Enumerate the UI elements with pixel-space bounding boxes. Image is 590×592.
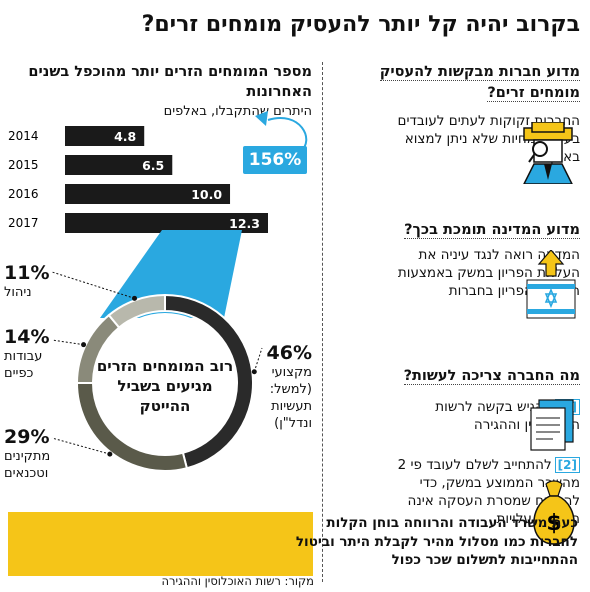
section2-text: המדינה רואה לנגד עיניה את העלאת הפריון ב… [397, 247, 580, 299]
bar-2014 [65, 126, 145, 146]
slice-pct-technicians: 29% [4, 426, 50, 448]
bar-value-2017: 12.3 [229, 216, 260, 231]
leader-3 [51, 271, 135, 299]
slice-pct-management: 11% [4, 262, 50, 284]
slice-label-professional: 46% מקצועי (למשל: תעשיות ונדל"ן) [250, 342, 312, 432]
bar-value-2015: 6.5 [142, 158, 164, 173]
leader-dot-2 [81, 342, 87, 348]
section3-heading: מה החברה צריכה לעשות? [330, 366, 580, 387]
slice-name-management: ניהול [4, 285, 32, 300]
section3-heading-text: מה החברה צריכה לעשות? [403, 368, 580, 385]
step2-number: [2] [554, 457, 580, 473]
page-title: בקרוב יהיה קל יותר להעסיק מומחים זרים? [141, 12, 580, 37]
bar-2015 [65, 155, 173, 175]
slice-label-manual: 14% עבודות כפיים [4, 326, 60, 382]
bar-2017 [65, 213, 268, 233]
bar-chart: 2014 4.8 2015 6.5 2016 10.0 2017 12.3 [8, 126, 268, 233]
bar-year-2015: 2015 [8, 158, 39, 172]
slice-label-technicians: 29% מתקינים וטכנאים [4, 426, 70, 482]
bar-2016 [65, 184, 231, 204]
bar-year-2014: 2014 [8, 129, 39, 143]
source-note: מקור: רשות האוכלוסין וההגירה [161, 574, 315, 588]
donut-hole [95, 313, 235, 453]
slice-label-management: 11% ניהול [4, 262, 60, 301]
bar-year-2016: 2016 [8, 187, 39, 201]
bars-title-block: מספר המומחים הזרים יותר מהוכפל בשנים האח… [12, 62, 312, 122]
slice-pct-professional: 46% [266, 342, 312, 364]
donut-slice-3 [107, 293, 166, 329]
section2-heading-text: מדוע המדינה תומכת בכך? [404, 222, 580, 239]
bar-value-2016: 10.0 [191, 187, 222, 202]
callout-text: כעת משרד העבודה והרווחה בוחן הקלות לחברו… [295, 515, 578, 568]
leader-lines [51, 271, 263, 457]
svg-text:$: $ [546, 511, 561, 536]
money-bag-icon: $ [533, 480, 575, 545]
growth-arrowhead [255, 111, 268, 126]
leader-dot-3 [132, 295, 138, 301]
callout-box [8, 512, 313, 576]
israel-flag-icon [526, 250, 576, 319]
slice-name-technicians: מתקינים וטכנאים [4, 449, 51, 481]
section2-heading: מדוע המדינה תומכת בכך? [330, 220, 580, 241]
document-icon [530, 399, 574, 451]
bars-title: מספר המומחים הזרים יותר מהוכפל בשנים האח… [28, 64, 312, 100]
donut-center-text: רוב המומחים הזרים מגיעים בשביל ההייטק [96, 357, 234, 415]
leader-dot-0 [251, 369, 257, 375]
leader-2 [51, 339, 84, 346]
leader-dot-1 [107, 451, 113, 457]
highlight-beam [100, 230, 242, 318]
slice-name-professional: מקצועי (למשל: תעשיות ונדל"ן) [269, 365, 312, 431]
chart-svg: 2014 4.8 2015 6.5 2016 10.0 2017 12.3 [8, 111, 308, 472]
leader-0 [253, 347, 263, 372]
donut-chart [75, 293, 254, 472]
detective-icon [523, 122, 573, 184]
slice-pct-manual: 14% [4, 326, 50, 348]
slice-name-manual: עבודות כפיים [4, 349, 43, 381]
growth-badge: 156% [243, 146, 307, 174]
bars-subtitle: היתרים שהתקבלו, באלפים [163, 104, 312, 119]
section1-heading-text: מדוע חברות מבקשות להעסיק מומחים זרים? [379, 64, 580, 102]
column-divider [322, 62, 323, 582]
bar-year-2017: 2017 [8, 216, 39, 230]
section1-heading: מדוע חברות מבקשות להעסיק מומחים זרים? [330, 62, 580, 104]
bar-value-2014: 4.8 [114, 129, 136, 144]
